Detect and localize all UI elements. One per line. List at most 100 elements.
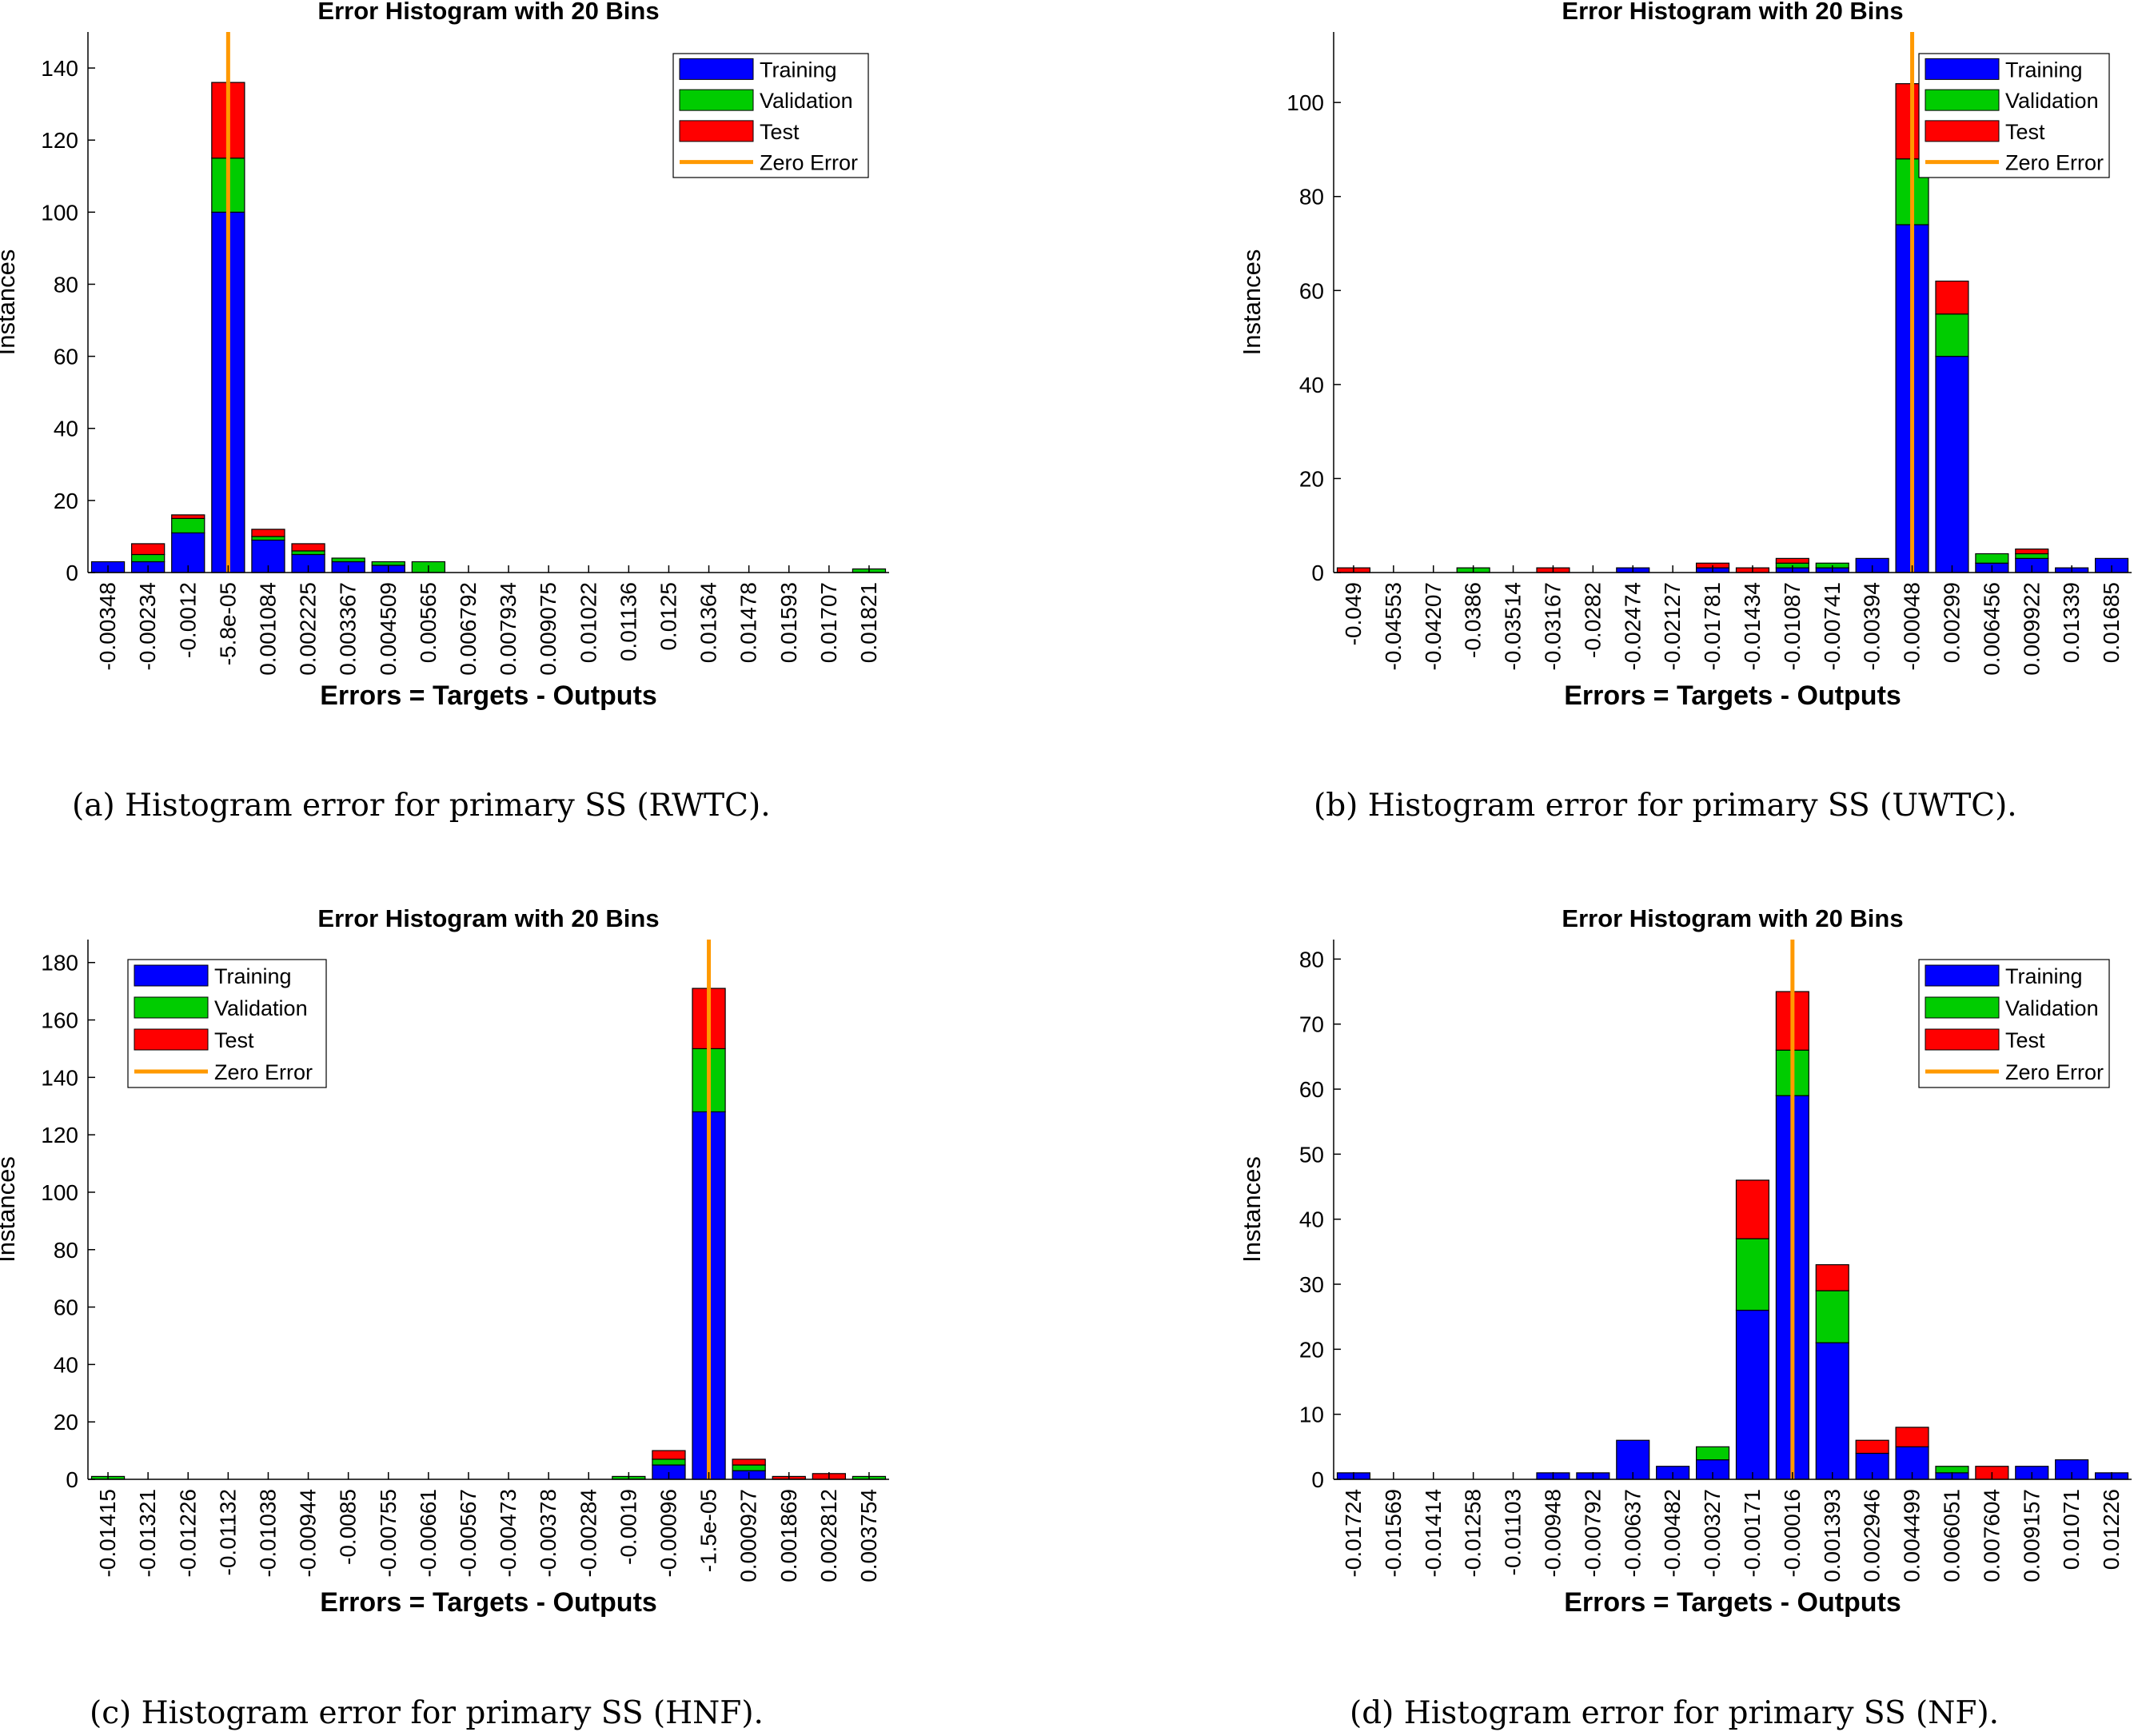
x-tick-label-13: -0.00394 [1860, 582, 1885, 671]
x-tick-label-16: 0.007604 [1979, 1489, 2004, 1582]
bar-training-7 [1616, 1439, 1650, 1480]
bar-validation-1 [131, 553, 166, 563]
legend-label-test: Test [214, 1028, 254, 1052]
legend-swatch-test [1925, 1028, 2000, 1051]
chart-title: Error Histogram with 20 Bins [1562, 0, 1903, 25]
y-tick-label-2: 40 [54, 417, 78, 441]
x-axis-label: Errors = Targets - Outputs [1564, 680, 1901, 711]
y-tick-label-4: 80 [1299, 185, 1324, 210]
bar-validation-10 [1735, 1238, 1770, 1311]
legend-label-test: Test [2005, 1028, 2045, 1052]
y-tick-label-0: 0 [1311, 1467, 1324, 1492]
y-tick-label-8: 160 [41, 1008, 78, 1033]
x-tick-label-3: -5.8e-05 [215, 582, 240, 665]
x-tick-label-5: -0.03167 [1540, 582, 1565, 671]
x-tick-label-0: -0.01415 [95, 1489, 120, 1578]
bar-validation-2 [171, 517, 205, 534]
x-tick-label-0: -0.049 [1341, 582, 1366, 645]
bar-validation-15 [1935, 1466, 1969, 1474]
x-tick-label-11: -0.00016 [1780, 1489, 1805, 1578]
x-tick-label-1: -0.01321 [135, 1489, 160, 1578]
legend-swatch-test [679, 120, 754, 142]
y-tick-label-5: 100 [41, 200, 78, 225]
x-tick-label-7: 0.004509 [376, 582, 401, 676]
legend: Training Validation Test Zero Error [127, 959, 327, 1088]
bar-test-16 [732, 1459, 766, 1466]
x-tick-label-12: 0.001393 [1820, 1489, 1845, 1582]
legend-swatch-validation [1925, 996, 2000, 1019]
caption-c: (c) Histogram error for primary SS (HNF)… [90, 1695, 764, 1731]
legend-label-test: Test [2005, 120, 2045, 144]
bar-test-17 [2015, 549, 2049, 555]
bar-validation-9 [1695, 1446, 1730, 1461]
x-tick-label-5: 0.002225 [296, 582, 321, 676]
x-tick-label-7: -0.00755 [376, 1489, 401, 1578]
x-axis-label: Errors = Targets - Outputs [1564, 1587, 1901, 1618]
y-tick-label-6: 60 [1299, 1077, 1324, 1102]
y-tick-label-0: 0 [1311, 561, 1324, 585]
chart-title: Error Histogram with 20 Bins [1562, 904, 1903, 932]
legend-swatch-validation [1925, 89, 2000, 111]
legend: Training Validation Test Zero Error [672, 53, 869, 178]
caption-d: (d) Histogram error for primary SS (NF). [1350, 1695, 2000, 1731]
bar-training-15 [1935, 356, 1969, 573]
x-tick-label-13: 0.002946 [1860, 1489, 1885, 1582]
x-tick-label-6: -0.0085 [336, 1489, 361, 1565]
bar-test-1 [131, 543, 166, 556]
bar-validation-17 [2015, 553, 2049, 559]
x-tick-label-0: -0.01724 [1341, 1489, 1366, 1578]
bar-validation-6 [331, 557, 365, 563]
legend-label-validation: Validation [214, 996, 308, 1020]
x-tick-label-1: -0.04553 [1381, 582, 1406, 671]
bar-validation-14 [652, 1459, 686, 1466]
bar-training-10 [1735, 1309, 1770, 1480]
x-axis-label: Errors = Targets - Outputs [320, 680, 657, 711]
x-tick-label-16: 0.01478 [736, 582, 761, 663]
bar-test-13 [1855, 1439, 1889, 1455]
y-tick-label-2: 40 [1299, 373, 1324, 397]
y-tick-label-5: 100 [41, 1180, 78, 1205]
y-axis-label: Instances [0, 249, 20, 356]
y-tick-label-1: 10 [1299, 1403, 1324, 1427]
x-tick-label-6: -0.0282 [1580, 582, 1605, 658]
x-tick-label-3: -0.01258 [1461, 1489, 1486, 1578]
chart-panel-c: Error Histogram with 20 Bins Instances 0 20… [0, 904, 889, 1618]
x-axis-label: Errors = Targets - Outputs [320, 1587, 657, 1618]
x-tick-label-8: 0.00565 [416, 582, 441, 663]
y-tick-label-7: 140 [41, 1065, 78, 1090]
x-tick-label-3: -0.01132 [215, 1489, 240, 1575]
caption-a: (a) Histogram error for primary SS (RWTC… [72, 788, 771, 824]
x-tick-label-19: 0.01821 [856, 582, 881, 663]
chart-title: Error Histogram with 20 Bins [317, 0, 659, 25]
x-tick-label-8: -0.02127 [1660, 582, 1685, 671]
legend-swatch-validation [134, 996, 209, 1019]
bar-validation-5 [291, 550, 325, 556]
x-tick-label-16: 0.006456 [1979, 582, 2004, 676]
y-axis-label: Instances [0, 1156, 20, 1263]
legend-label-zero-error: Zero Error [2005, 151, 2104, 175]
x-tick-label-9: -0.00327 [1700, 1489, 1725, 1578]
legend-swatch-training [679, 58, 754, 80]
legend-swatch-training [1925, 58, 2000, 80]
x-tick-label-15: -1.5e-05 [696, 1489, 721, 1572]
y-tick-label-1: 20 [54, 489, 78, 513]
legend-label-training: Training [214, 964, 292, 988]
bar-test-14 [652, 1450, 686, 1460]
legend-label-validation: Validation [2005, 996, 2099, 1020]
x-tick-label-18: 0.01707 [816, 582, 841, 663]
y-tick-label-3: 60 [1299, 278, 1324, 303]
x-tick-label-13: -0.0019 [616, 1489, 640, 1565]
x-tick-label-10: 0.007934 [496, 582, 521, 676]
legend-label-validation: Validation [760, 89, 853, 113]
chart-panel-d: Error Histogram with 20 Bins Instances 0 10… [1238, 904, 2132, 1618]
y-tick-label-8: 80 [1299, 947, 1324, 972]
bar-test-15 [1935, 280, 1969, 315]
x-tick-label-10: -0.00473 [496, 1489, 521, 1578]
x-tick-label-18: 0.002812 [816, 1489, 841, 1582]
x-tick-label-19: 0.01685 [2099, 582, 2124, 663]
y-tick-label-4: 80 [54, 272, 78, 297]
legend-label-test: Test [760, 120, 800, 144]
legend-label-zero-error: Zero Error [760, 151, 858, 175]
x-tick-label-4: -0.01038 [255, 1489, 280, 1578]
bar-test-12 [1815, 1264, 1849, 1291]
